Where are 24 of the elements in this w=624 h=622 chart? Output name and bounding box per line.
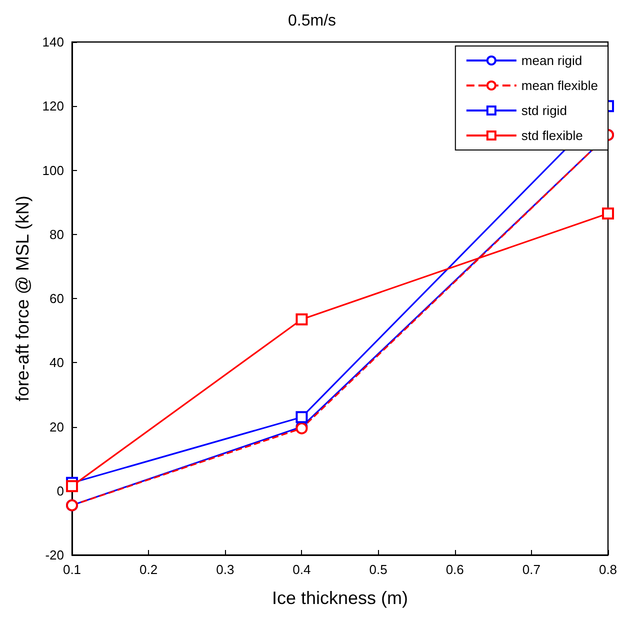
x-tick-label: 0.2 bbox=[140, 562, 158, 577]
legend-label: mean rigid bbox=[521, 53, 582, 68]
y-tick-label: 0 bbox=[56, 483, 64, 498]
y-axis-title: fore-aft force @ MSL (kN) bbox=[12, 196, 32, 402]
x-tick-label: 0.3 bbox=[216, 562, 234, 577]
x-tick-label: 0.8 bbox=[598, 562, 618, 577]
y-tick-label: -20 bbox=[45, 548, 64, 562]
chart-title: 0.5m/s bbox=[288, 12, 336, 30]
y-tick-label: 120 bbox=[42, 98, 64, 114]
x-tick-label: 0.5 bbox=[369, 562, 388, 577]
legend-label: std flexible bbox=[521, 128, 583, 143]
y-tick-label: 100 bbox=[42, 162, 64, 178]
y-tick-label: 80 bbox=[50, 226, 64, 242]
x-tick-label: 0.6 bbox=[446, 562, 464, 577]
y-tick-label: 60 bbox=[50, 291, 64, 306]
x-tick-label: 0.1 bbox=[62, 562, 82, 577]
x-tick-label: 0.7 bbox=[522, 562, 540, 577]
x-axis-title: Ice thickness (m) bbox=[272, 588, 408, 608]
y-tick-label: 140 bbox=[42, 34, 64, 50]
legend-label: std rigid bbox=[521, 103, 567, 118]
legend-label: mean flexible bbox=[521, 78, 598, 93]
y-tick-label: 20 bbox=[50, 419, 64, 434]
x-tick-label: 0.4 bbox=[292, 562, 311, 577]
y-tick-label: 40 bbox=[50, 355, 64, 370]
